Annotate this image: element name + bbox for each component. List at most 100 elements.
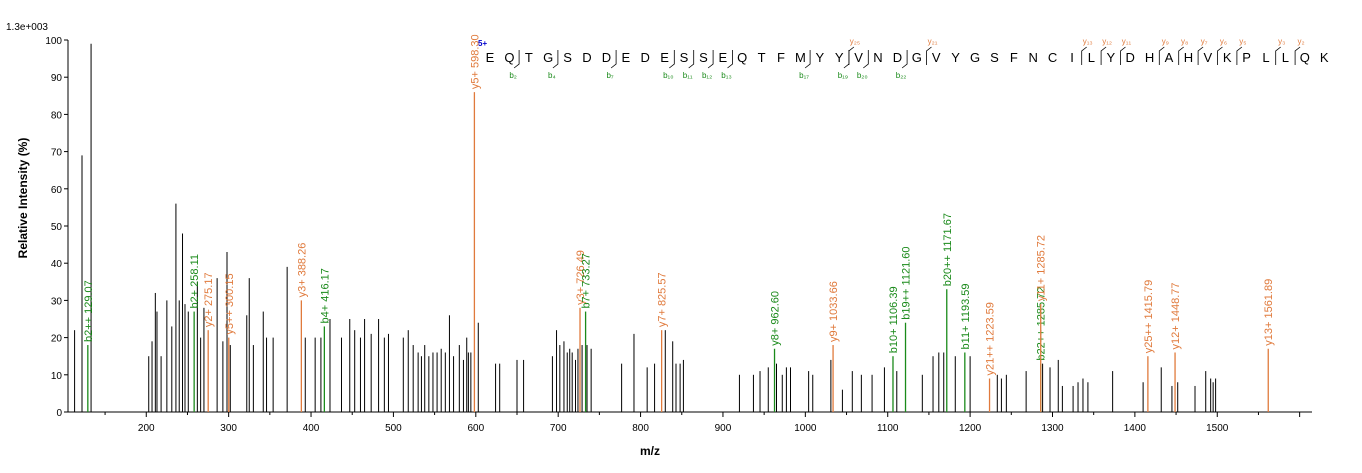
- y-ion-label: y₃: [1278, 37, 1285, 46]
- sequence-residue: D: [602, 50, 611, 65]
- peak-label: b19++ 1121.60: [901, 247, 913, 320]
- y-tick-label: 40: [51, 259, 63, 270]
- b-ion-label: b₁₃: [721, 71, 731, 80]
- x-tick-label: 400: [303, 423, 320, 434]
- y-ion-label: y₇: [1201, 37, 1208, 46]
- sequence-residue: C: [1048, 50, 1057, 65]
- y-ion-label: y₁₃: [1083, 37, 1093, 46]
- y-ion-label: y₆: [1220, 37, 1227, 46]
- sequence-residue: E: [718, 50, 727, 65]
- y-tick-label: 90: [51, 73, 63, 84]
- sequence-residue: S: [680, 50, 689, 65]
- peak-label: y8+ 962.60: [770, 291, 782, 346]
- sequence-residue: D: [1126, 50, 1135, 65]
- peak-label: y21++ 1223.59: [985, 302, 997, 375]
- sequence-residue: F: [1010, 50, 1018, 65]
- sequence-residue: Q: [737, 50, 747, 65]
- peak-label: y7+ 825.57: [657, 272, 669, 327]
- peak-label: b7+ 733.27: [581, 253, 593, 308]
- sequence-residue: T: [758, 50, 766, 65]
- x-tick-label: 1000: [794, 423, 817, 434]
- sequence-residue: F: [777, 50, 785, 65]
- b-ion-label: b₁₉: [838, 71, 848, 80]
- y-ion-bracket: [848, 46, 855, 65]
- sequence-residue: D: [641, 50, 650, 65]
- y-ion-bracket: [1081, 46, 1087, 65]
- x-tick-label: 1200: [959, 423, 982, 434]
- y-ion-bracket: [1275, 46, 1281, 65]
- y-tick-label: 60: [51, 185, 63, 196]
- peak-label: y3+ 388.26: [296, 243, 308, 298]
- peak-label: y25++ 1415.79: [1143, 280, 1155, 353]
- sequence-residue: T: [525, 50, 533, 65]
- peak-label: y2+ 275.17: [203, 272, 215, 327]
- peak-label: b20++ 1171.67: [942, 213, 954, 286]
- peak-label: b2++ 129.07: [83, 280, 95, 342]
- peak-label: y5+ 598.30: [469, 34, 481, 89]
- y-ion-label: y₁₂: [1102, 37, 1112, 46]
- y-ion-label: y₂₅: [850, 37, 860, 46]
- y-ion-label: y₈: [1181, 37, 1188, 46]
- sequence-residue: E: [621, 50, 630, 65]
- peptide-sequence-map: 5+E Q T G S D D E D E S S E Q T F M Y Y V N D G V Y G S F N C I L Y D H A H V…: [478, 37, 1329, 80]
- y-tick-label: 100: [45, 36, 62, 47]
- b-ion-bracket: [669, 50, 675, 69]
- peak-label: y9+ 1033.66: [828, 281, 840, 342]
- x-tick-label: 1100: [877, 423, 899, 434]
- sequence-residue: G: [912, 50, 922, 65]
- b-ion-bracket: [610, 50, 617, 69]
- b-ion-label: b₂₂: [896, 71, 907, 80]
- sequence-residue: Q: [1300, 50, 1310, 65]
- sequence-residue: Y: [951, 50, 960, 65]
- y-ion-bracket: [1178, 46, 1184, 65]
- peak-label: b11+ 1193.59: [960, 284, 972, 350]
- x-tick-label: 200: [138, 423, 155, 434]
- b-ion-label: b₄: [548, 71, 556, 80]
- y-tick-label: 20: [51, 334, 63, 345]
- b-ion-bracket: [513, 50, 520, 69]
- b-ion-label: b₁₂: [702, 71, 712, 80]
- peak-label: y13+ 1561.89: [1263, 279, 1275, 346]
- peak-label: b10+ 1106.39: [888, 286, 900, 353]
- peak-label: y5++ 300.15: [224, 273, 236, 334]
- b-ion-label: b₂: [509, 71, 517, 80]
- sequence-residue: D: [582, 50, 591, 65]
- sequence-residue: M: [795, 50, 806, 65]
- sequence-residue: V: [854, 50, 863, 65]
- sequence-residue: P: [1242, 50, 1251, 65]
- sequence-residue: G: [543, 50, 553, 65]
- sequence-residue: H: [1184, 50, 1193, 65]
- y-ion-bracket: [926, 46, 932, 65]
- y-tick-label: 70: [51, 148, 63, 159]
- b-ion-bracket: [843, 50, 850, 69]
- sequence-residue: V: [1203, 50, 1212, 65]
- unassigned-peaks: [74, 43, 1217, 412]
- y-tick-label: 0: [56, 408, 62, 419]
- sequence-residue: L: [1088, 50, 1095, 65]
- sequence-residue: Q: [504, 50, 514, 65]
- y-ion-bracket: [1197, 46, 1204, 65]
- peak-label: y3+ 726.49: [575, 250, 587, 305]
- y-ion-bracket: [1217, 46, 1223, 65]
- y-tick-label: 50: [51, 222, 63, 233]
- x-tick-label: 500: [385, 423, 402, 434]
- y-ion-label: y₁₁: [1122, 37, 1132, 46]
- sequence-residue: Y: [815, 50, 824, 65]
- b-ion-label: b₁₀: [663, 71, 673, 80]
- sequence-residue: E: [660, 50, 669, 65]
- peak-label: b2+ 258.11: [189, 254, 201, 309]
- peak-label: b4+ 416.17: [319, 268, 331, 323]
- sequence-residue: N: [873, 50, 882, 65]
- peak-label: y11+ 1285.72: [1036, 235, 1048, 301]
- x-tick-label: 700: [550, 423, 567, 434]
- intensity-scale-label: 1.3e+003: [6, 22, 48, 33]
- y-tick-label: 80: [51, 110, 63, 121]
- sequence-residue: Y: [1106, 50, 1115, 65]
- sequence-residue: S: [990, 50, 999, 65]
- sequence-residue: L: [1262, 50, 1269, 65]
- sequence-residue: S: [699, 50, 708, 65]
- x-axis-label: m/z: [640, 444, 660, 458]
- y-tick-label: 30: [51, 296, 63, 307]
